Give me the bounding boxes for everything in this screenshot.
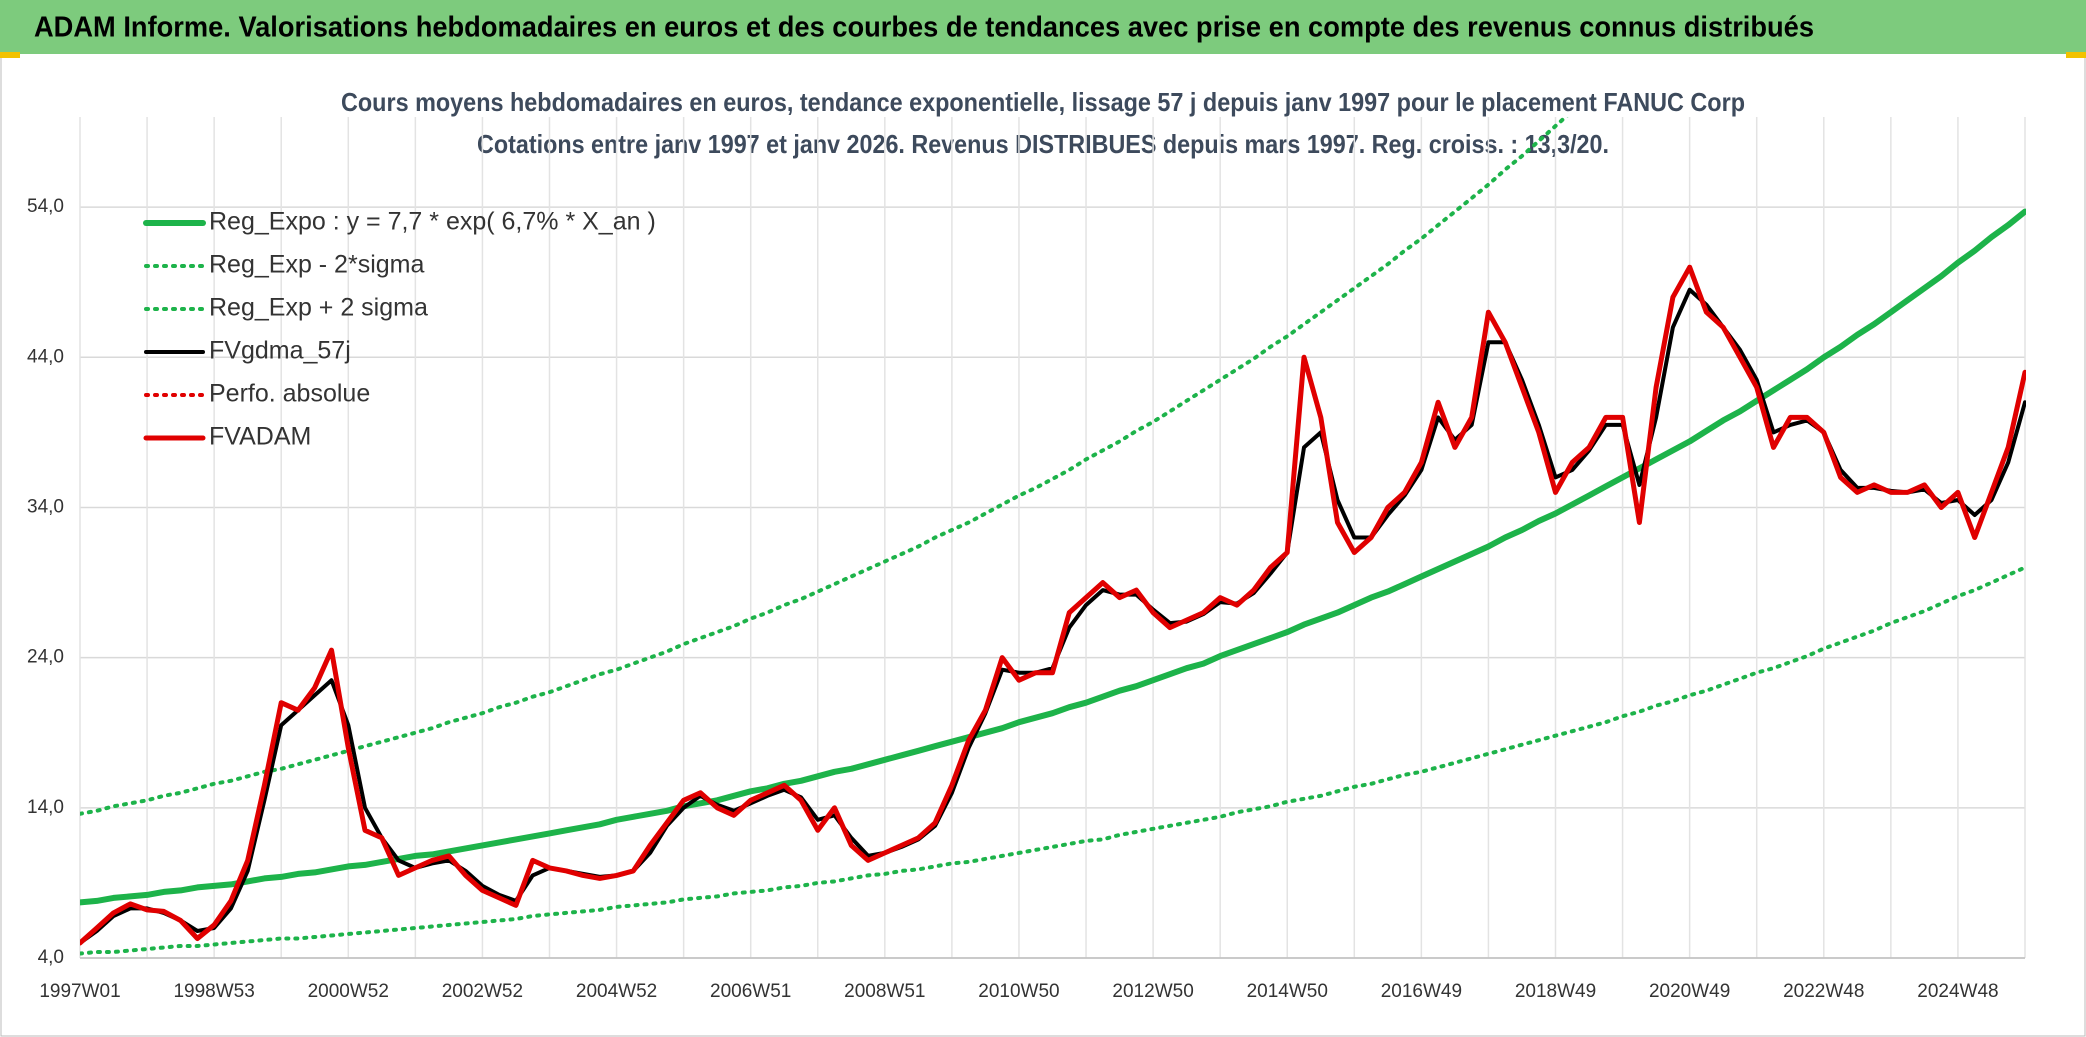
series-line <box>80 264 2026 946</box>
legend-label: Reg_Exp + 2 sigma <box>209 294 428 322</box>
y-tick-label: 14,0 <box>27 797 64 818</box>
x-tick-label: 1998W53 <box>173 981 254 1002</box>
x-tick-label: 2024W48 <box>1917 981 1998 1002</box>
x-tick-label: 2014W50 <box>1247 981 1328 1002</box>
series-line <box>80 565 2026 956</box>
legend-label: FVADAM <box>209 423 311 451</box>
y-tick-label: 24,0 <box>27 647 64 668</box>
corner-mark <box>0 52 20 58</box>
x-tick-label: 2012W50 <box>1112 981 1193 1002</box>
x-tick-label: 2000W52 <box>308 981 389 1002</box>
x-tick-label: 2006W51 <box>710 981 791 1002</box>
header-bar <box>0 0 2086 54</box>
corner-mark <box>2066 52 2086 58</box>
legend-label: Reg_Exp - 2*sigma <box>209 251 424 279</box>
series-line <box>80 208 2026 906</box>
header-title: ADAM Informe. Valorisations hebdomadaire… <box>34 12 1814 44</box>
legend-label: FVgdma_57j <box>209 337 351 365</box>
y-tick-label: 54,0 <box>27 196 64 217</box>
x-tick-label: 2004W52 <box>576 981 657 1002</box>
y-tick-label: 34,0 <box>27 496 64 517</box>
x-tick-label: 1997W01 <box>39 981 120 1002</box>
series-line <box>80 117 1569 816</box>
legend: Reg_Expo : y = 7,7 * exp( 6,7% * X_an ) R… <box>143 208 656 451</box>
chart-subtitle: Cotations entre janv 1997 et janv 2026. … <box>477 129 1609 159</box>
x-tick-label: 2018W49 <box>1515 981 1596 1002</box>
x-tick-label: 2002W52 <box>442 981 523 1002</box>
y-tick-label: 4,0 <box>38 947 64 968</box>
x-tick-label: 2022W48 <box>1783 981 1864 1002</box>
x-tick-label: 2010W50 <box>978 981 1059 1002</box>
y-tick-label: 44,0 <box>27 346 64 367</box>
plot-area <box>80 117 2026 956</box>
legend-label: Perfo. absolue <box>209 380 370 408</box>
x-tick-label: 2020W49 <box>1649 981 1730 1002</box>
chart-title: Cours moyens hebdomadaires en euros, ten… <box>341 87 1745 117</box>
x-tick-label: 2016W49 <box>1381 981 1462 1002</box>
legend-label: Reg_Expo : y = 7,7 * exp( 6,7% * X_an ) <box>209 208 656 236</box>
x-tick-label: 2008W51 <box>844 981 925 1002</box>
